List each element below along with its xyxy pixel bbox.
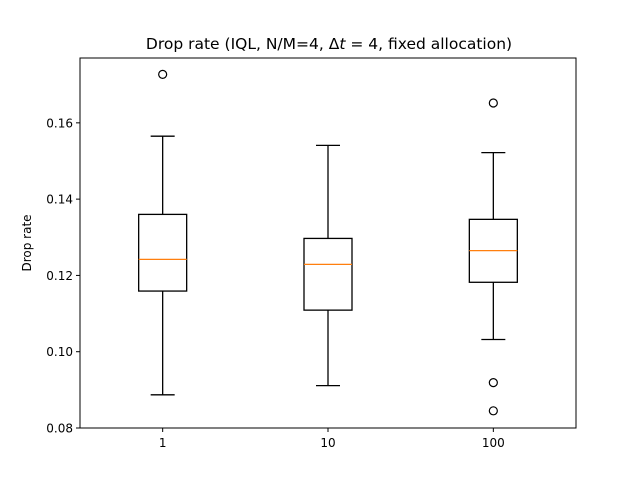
- x-axis: 1 10 100: [159, 428, 505, 450]
- y-axis-label: Drop rate: [20, 214, 34, 271]
- iqr-box: [303, 237, 353, 311]
- chart-title-part-1: Drop rate (IQL, N/M=4,: [146, 35, 329, 53]
- chart-title-t: t: [339, 35, 346, 53]
- chart-title-part-2: = 4, fixed allocation): [345, 35, 512, 53]
- iqr-box: [138, 213, 188, 292]
- chart-title-delta: Δ: [329, 35, 340, 53]
- x-tick-label: 10: [320, 436, 335, 450]
- outlier-point: [488, 406, 498, 416]
- outlier-point: [158, 69, 168, 80]
- y-tick-label: 0.10: [46, 345, 73, 359]
- y-tick-label: 0.12: [46, 269, 73, 283]
- chart-title: Drop rate (IQL, N/M=4, Δt = 4, fixed all…: [146, 35, 512, 53]
- y-tick-label: 0.14: [46, 193, 73, 207]
- plot-area: [138, 69, 518, 416]
- y-axis: 0.08 0.10 0.12 0.14 0.16: [46, 116, 80, 436]
- y-tick-label: 0.16: [46, 116, 73, 130]
- y-tick-label: 0.08: [46, 422, 73, 436]
- box-group-1: [138, 69, 188, 396]
- box-group-100: [468, 98, 518, 416]
- outlier-point: [488, 378, 498, 388]
- box-group-10: [303, 144, 353, 387]
- outlier-point: [488, 98, 498, 108]
- x-tick-label: 100: [482, 436, 505, 450]
- x-tick-label: 1: [159, 436, 167, 450]
- axes-frame: [79, 57, 577, 429]
